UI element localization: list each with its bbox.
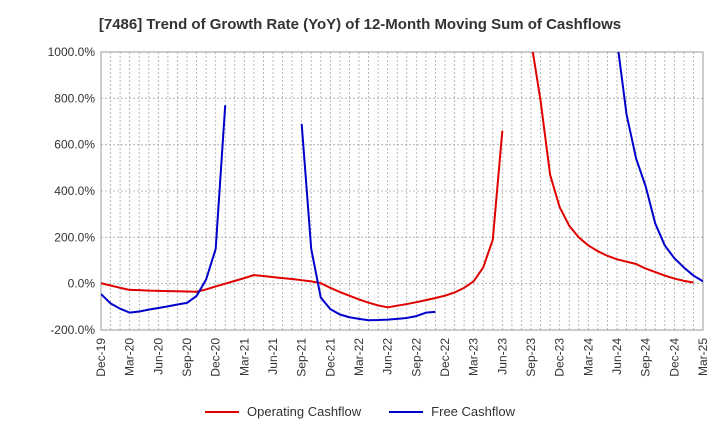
y-tick-label: 600.0% (54, 138, 95, 152)
series-line-free-cashflow (101, 52, 703, 322)
x-tick-label: Mar-21 (237, 338, 251, 376)
x-tick-label: Mar-20 (123, 338, 137, 376)
x-tick-label: Jun-21 (266, 338, 280, 375)
x-tick-label: Dec-22 (438, 338, 452, 377)
x-tick-label: Dec-19 (94, 338, 108, 377)
y-tick-label: 0.0% (68, 277, 96, 291)
series-line-operating-cashflow (101, 52, 694, 309)
y-tick-label: 800.0% (54, 91, 95, 105)
chart-legend: Operating Cashflow Free Cashflow (0, 404, 720, 419)
y-tick-label: 1000.0% (48, 45, 96, 59)
x-tick-label: Dec-21 (323, 338, 337, 377)
y-tick-label: -200.0% (50, 323, 95, 337)
x-tick-label: Dec-23 (553, 338, 567, 377)
x-tick-label: Dec-20 (209, 338, 223, 377)
y-tick-label: 400.0% (54, 184, 95, 198)
x-tick-label: Sep-22 (409, 338, 423, 377)
legend-item-operating-cashflow: Operating Cashflow (205, 404, 361, 419)
legend-label-operating-cashflow: Operating Cashflow (247, 404, 362, 419)
legend-item-free-cashflow: Free Cashflow (389, 404, 515, 419)
x-tick-label: Mar-23 (467, 338, 481, 376)
plot-frame (100, 51, 704, 331)
legend-label-free-cashflow: Free Cashflow (431, 404, 515, 419)
x-tick-label: Jun-23 (495, 338, 509, 375)
x-tick-label: Mar-24 (581, 338, 595, 376)
x-tick-label: Dec-24 (667, 338, 681, 377)
legend-swatch-operating-cashflow (205, 410, 239, 413)
x-tick-label: Jun-22 (381, 338, 395, 375)
x-tick-label: Sep-21 (295, 338, 309, 377)
x-tick-label: Sep-20 (180, 338, 194, 377)
x-tick-label: Mar-25 (696, 338, 710, 376)
x-tick-label: Sep-24 (639, 338, 653, 377)
y-tick-label: 200.0% (54, 230, 95, 244)
legend-swatch-free-cashflow (389, 410, 424, 413)
x-tick-label: Jun-20 (151, 338, 165, 375)
chart-title: [7486] Trend of Growth Rate (YoY) of 12-… (98, 16, 622, 33)
x-tick-label: Jun-24 (610, 338, 624, 375)
x-tick-label: Sep-23 (524, 338, 538, 377)
x-tick-label: Mar-22 (352, 338, 366, 376)
